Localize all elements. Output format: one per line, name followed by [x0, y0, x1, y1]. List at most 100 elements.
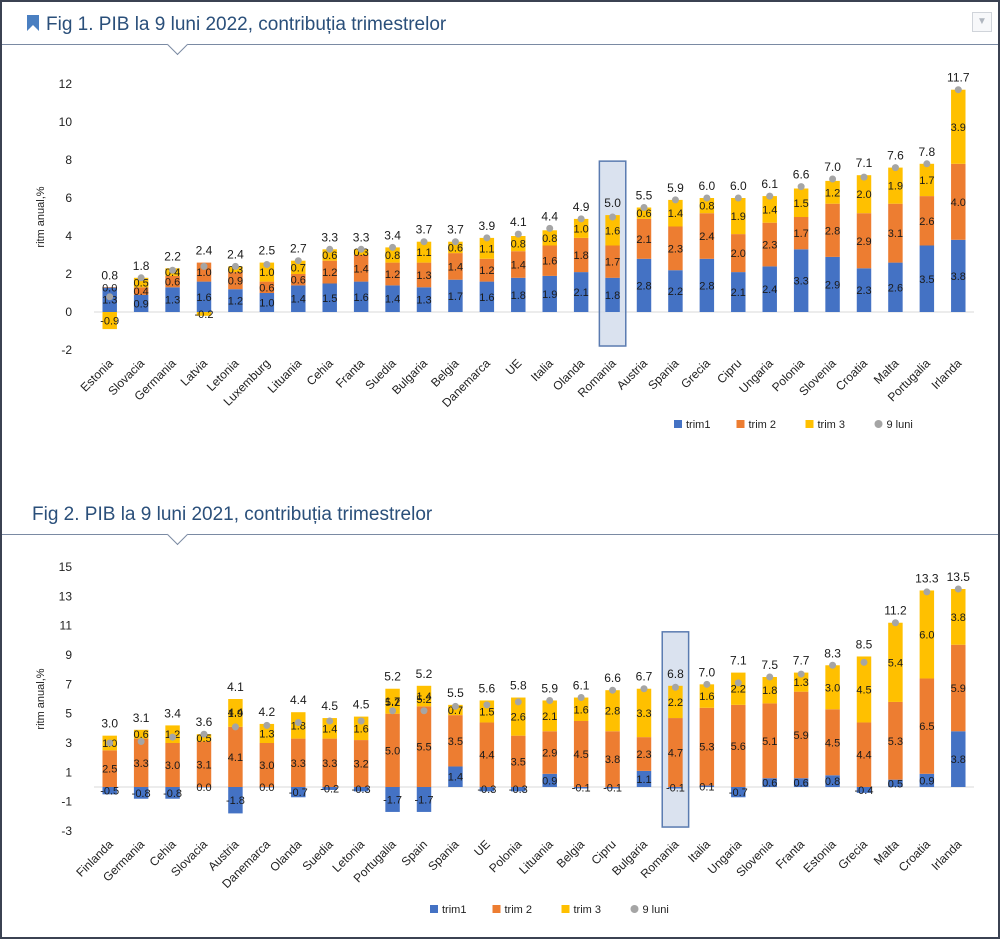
x-category-label: Suedia	[300, 837, 337, 874]
bar-segment-trim1	[668, 270, 683, 312]
nine-months-label: 5.8	[510, 679, 527, 693]
legend-swatch	[805, 420, 814, 428]
bar-segment-trim3	[416, 685, 432, 707]
bar-segment-trim3	[699, 684, 715, 708]
nine-months-marker	[451, 238, 459, 246]
bar-segment-trim1	[699, 258, 715, 312]
x-category-label: Olanda	[267, 837, 304, 874]
x-category-label: Spania	[425, 837, 462, 874]
bar-value-label: 1.7	[448, 291, 463, 303]
bar-value-label: 4.5	[825, 737, 840, 749]
bar-value-label: -0.8	[163, 788, 182, 800]
bar-segment-trim3	[699, 198, 715, 214]
bar-value-label: 2.1	[542, 711, 557, 723]
legend-label: trim 3	[574, 904, 602, 916]
bar-value-label: 1.4	[448, 261, 463, 273]
nine-months-marker	[797, 670, 805, 678]
bar-segment-trim2	[291, 274, 306, 286]
nine-months-marker	[640, 685, 648, 693]
bar-value-label: 1.4	[511, 260, 526, 272]
fig1-header: Fig 1. PIB la 9 luni 2022, contribuția t…	[2, 2, 998, 56]
x-category-label: UE	[503, 356, 525, 378]
nine-months-label: 2.2	[164, 249, 181, 263]
bar-segment-trim1	[291, 787, 306, 798]
x-category-label: Bulgaria	[389, 356, 430, 397]
bar-segment-trim1	[762, 778, 777, 787]
bar-segment-trim3	[479, 700, 495, 723]
y-tick-label: 5	[65, 707, 72, 721]
bar-segment-trim1	[259, 787, 275, 788]
legend-swatch	[430, 905, 438, 913]
bar-segment-trim2	[573, 721, 589, 787]
y-tick-label: 1	[65, 765, 72, 779]
bar-value-label: 4.4	[856, 750, 871, 762]
bar-value-label: 3.0	[165, 760, 180, 772]
bar-segment-trim3	[542, 230, 557, 246]
bar-segment-trim2	[951, 644, 966, 732]
bar-segment-trim2	[951, 163, 966, 240]
bar-value-label: -0.1	[666, 783, 685, 795]
bar-segment-trim1	[165, 787, 180, 799]
nine-months-marker	[860, 173, 868, 181]
bar-value-label: 2.5	[102, 764, 117, 776]
bar-segment-trim1	[448, 766, 463, 787]
bar-segment-trim1	[888, 779, 903, 787]
bar-segment-trim2	[511, 735, 526, 787]
bar-value-label: 1.8	[762, 685, 777, 697]
bar-value-label: 3.9	[951, 122, 966, 134]
nine-months-label: 4.5	[321, 699, 338, 713]
bar-value-label: 1.2	[228, 296, 243, 308]
bar-value-label: 0.9	[133, 298, 148, 310]
nine-months-label: 13.3	[915, 571, 939, 585]
bar-segment-trim2	[385, 713, 400, 787]
bar-segment-trim2	[259, 281, 275, 293]
bar-value-label: 4.5	[573, 749, 588, 761]
dropdown-arrow-icon[interactable]: ▼	[972, 12, 992, 32]
nine-months-marker	[169, 733, 177, 741]
fig2-chart: ritm anual,%-3-113579111315-0.52.51.03.0…	[35, 560, 974, 916]
bar-segment-trim1	[731, 787, 746, 798]
bar-segment-trim2	[731, 704, 746, 787]
bar-value-label: 4.1	[228, 752, 243, 764]
bar-segment-trim3	[825, 665, 840, 710]
bar-value-label: 0.8	[825, 776, 840, 788]
bar-segment-trim1	[825, 775, 840, 787]
bar-segment-trim2	[511, 251, 526, 278]
nine-months-label: 8.5	[856, 637, 873, 651]
bar-value-label: 3.5	[448, 736, 463, 748]
bar-value-label: 2.9	[825, 279, 840, 291]
bar-value-label: 2.3	[636, 749, 651, 761]
bar-value-label: 1.2	[322, 267, 337, 279]
nine-months-marker	[294, 718, 302, 726]
bar-segment-trim2	[228, 726, 243, 787]
nine-months-label: 3.4	[384, 228, 401, 242]
bar-value-label: 2.1	[636, 234, 651, 246]
bar-value-label: 2.2	[668, 697, 683, 709]
bar-value-label: 1.6	[353, 292, 368, 304]
bar-value-label: 1.5	[322, 293, 337, 305]
bar-value-label: 2.9	[542, 748, 557, 760]
bar-segment-trim2	[322, 738, 337, 787]
nine-months-label: 3.3	[321, 230, 338, 244]
bar-segment-trim3	[951, 89, 966, 164]
bar-value-label: -0.1	[603, 783, 622, 795]
nine-months-marker	[420, 707, 428, 715]
bar-value-label: 0.9	[542, 775, 557, 787]
bar-segment-trim2	[196, 262, 212, 282]
bar-segment-trim1	[511, 277, 526, 312]
nine-months-label: 3.1	[133, 711, 150, 725]
bar-value-label: 0.8	[542, 233, 557, 245]
bar-segment-trim1	[636, 770, 652, 787]
bar-value-label: 3.8	[605, 754, 620, 766]
fig1-chart: ritm anual,%-20246810121.30.0-0.90.8Esto…	[35, 71, 974, 431]
bar-value-label: 2.3	[762, 240, 777, 252]
bar-value-label: 0.5	[196, 733, 211, 745]
bar-value-label: 2.0	[731, 248, 746, 260]
bar-segment-trim2	[416, 706, 432, 787]
bar-segment-trim1	[919, 773, 935, 787]
x-category-label: Irlanda	[929, 356, 965, 392]
nine-months-label: 2.7	[290, 242, 307, 256]
nine-months-label: 13.5	[947, 570, 971, 584]
bar-segment-trim2	[888, 701, 903, 780]
bookmark-icon[interactable]	[26, 14, 40, 32]
